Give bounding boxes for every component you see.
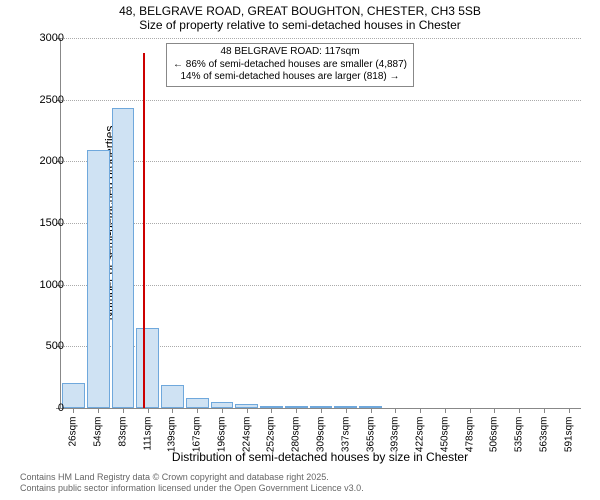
chart-container: Number of semi-detached properties 48 BE… xyxy=(60,38,590,408)
xtick-mark xyxy=(247,408,248,413)
ytick-label: 1500 xyxy=(14,217,64,229)
footer-line-2: Contains public sector information licen… xyxy=(20,483,364,494)
xtick-mark xyxy=(148,408,149,413)
x-axis-label: Distribution of semi-detached houses by … xyxy=(60,450,580,464)
ytick-label: 500 xyxy=(14,340,64,352)
title-line-2: Size of property relative to semi-detach… xyxy=(0,18,600,32)
xtick-mark xyxy=(197,408,198,413)
xtick-mark xyxy=(519,408,520,413)
gridline xyxy=(61,161,581,162)
plot-area: 48 BELGRAVE ROAD: 117sqm ← 86% of semi-d… xyxy=(60,38,581,409)
footer-line-1: Contains HM Land Registry data © Crown c… xyxy=(20,472,364,483)
title-line-1: 48, BELGRAVE ROAD, GREAT BOUGHTON, CHEST… xyxy=(0,4,600,18)
xtick-mark xyxy=(172,408,173,413)
gridline xyxy=(61,100,581,101)
histogram-bar xyxy=(136,328,159,408)
annotation-line-3: 14% of semi-detached houses are larger (… xyxy=(173,71,407,84)
histogram-bar xyxy=(62,383,85,408)
xtick-mark xyxy=(420,408,421,413)
gridline xyxy=(61,38,581,39)
xtick-mark xyxy=(445,408,446,413)
xtick-mark xyxy=(569,408,570,413)
xtick-mark xyxy=(494,408,495,413)
histogram-bar xyxy=(87,150,110,408)
annotation-box: 48 BELGRAVE ROAD: 117sqm ← 86% of semi-d… xyxy=(166,43,414,87)
annotation-line-2: ← 86% of semi-detached houses are smalle… xyxy=(173,59,407,72)
ytick-label: 1000 xyxy=(14,279,64,291)
xtick-mark xyxy=(395,408,396,413)
xtick-mark xyxy=(470,408,471,413)
gridline xyxy=(61,285,581,286)
ytick-label: 0 xyxy=(14,402,64,414)
xtick-mark xyxy=(544,408,545,413)
ytick-label: 3000 xyxy=(14,32,64,44)
xtick-mark xyxy=(123,408,124,413)
footer-attribution: Contains HM Land Registry data © Crown c… xyxy=(20,472,364,494)
histogram-bar xyxy=(186,398,209,408)
ytick-label: 2500 xyxy=(14,94,64,106)
histogram-bar xyxy=(112,108,135,408)
xtick-mark xyxy=(371,408,372,413)
xtick-mark xyxy=(321,408,322,413)
chart-titles: 48, BELGRAVE ROAD, GREAT BOUGHTON, CHEST… xyxy=(0,4,600,32)
xtick-mark xyxy=(222,408,223,413)
gridline xyxy=(61,223,581,224)
xtick-mark xyxy=(271,408,272,413)
xtick-mark xyxy=(296,408,297,413)
histogram-bar xyxy=(161,385,184,408)
reference-line xyxy=(143,53,145,408)
xtick-mark xyxy=(346,408,347,413)
xtick-mark xyxy=(73,408,74,413)
xtick-mark xyxy=(98,408,99,413)
ytick-label: 2000 xyxy=(14,155,64,167)
annotation-line-1: 48 BELGRAVE ROAD: 117sqm xyxy=(173,46,407,59)
